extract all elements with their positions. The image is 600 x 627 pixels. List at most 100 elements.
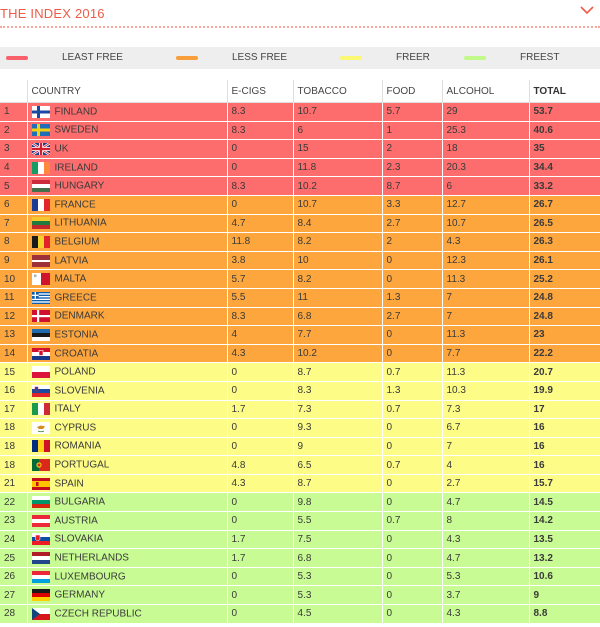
total-cell: 14.5 (529, 492, 600, 513)
country-cell: PORTUGAL (27, 455, 228, 475)
food-cell: 0 (382, 344, 443, 364)
ecigs-cell: 0 (227, 567, 294, 587)
table-body: 1 FINLAND 8.3 10.7 5.7 29 53.7 2 SWEDEN 8.3 6 1 25.3… (0, 102, 600, 624)
ecigs-cell: 1.7 (227, 530, 294, 550)
total-cell: 14.2 (529, 511, 600, 531)
country-name: ROMANIA (54, 440, 102, 452)
food-cell: 2.3 (382, 158, 443, 178)
table-row: 7 LITHUANIA 4.7 8.4 2.7 10.7 26.5 (0, 214, 600, 234)
alcohol-cell: 20.3 (442, 158, 530, 178)
ecigs-cell: 4 (227, 325, 294, 345)
country-cell: LITHUANIA (27, 214, 228, 234)
alcohol-cell: 11.3 (442, 325, 530, 345)
total-cell: 8.8 (529, 604, 600, 624)
rank-cell: 15 (0, 362, 28, 382)
table-row: 17 ITALY 1.7 7.3 0.7 7.3 17 (0, 400, 600, 420)
alcohol-column-header: ALCOHOL (442, 80, 530, 103)
ecigs-cell: 0 (227, 381, 294, 401)
food-cell: 1.3 (382, 381, 443, 401)
ecigs-cell: 5.5 (227, 288, 294, 308)
table-row: 10 MALTA 5.7 8.2 0 11.3 25.2 (0, 269, 600, 289)
food-cell: 1 (382, 121, 443, 141)
alcohol-cell: 7.7 (442, 344, 530, 364)
country-cell: HUNGARY (27, 176, 228, 196)
finland-flag-icon (31, 105, 50, 118)
country-name: AUSTRIA (54, 515, 98, 527)
legend-swatch (176, 56, 198, 60)
country-cell: SLOVENIA (27, 381, 228, 401)
country-name: SWEDEN (54, 124, 99, 136)
alcohol-cell: 3.7 (442, 585, 530, 606)
table-row: 15 POLAND 0 8.7 0.7 11.3 20.7 (0, 362, 600, 382)
rank-cell: 9 (0, 251, 28, 271)
tobacco-cell: 10 (293, 251, 383, 271)
table-row: 27 GERMANY 0 5.3 0 3.7 9 (0, 585, 600, 606)
rank-cell: 3 (0, 139, 28, 159)
food-cell: 3.3 (382, 195, 443, 215)
country-cell: BULGARIA (27, 492, 228, 513)
rank-cell: 13 (0, 325, 28, 345)
country-cell: SPAIN (27, 474, 228, 494)
food-cell: 2 (382, 232, 443, 252)
food-cell: 0 (382, 604, 443, 624)
country-name: CZECH REPUBLIC (54, 608, 142, 620)
country-name: CYPRUS (54, 422, 97, 434)
total-cell: 16 (529, 455, 600, 475)
alcohol-cell: 12.7 (442, 195, 530, 215)
tobacco-cell: 11 (293, 288, 383, 308)
table-row: 8 BELGIUM 11.8 8.2 2 4.3 26.3 (0, 232, 600, 252)
ecigs-cell: 0 (227, 418, 294, 438)
rank-cell: 18 (0, 455, 28, 475)
table-row: 16 SLOVENIA 0 8.3 1.3 10.3 19.9 (0, 381, 600, 401)
ecigs-column-header: E-CIGS (227, 80, 294, 103)
total-cell: 26.7 (529, 195, 600, 215)
rank-cell: 6 (0, 195, 28, 215)
slovenia-flag-icon (31, 384, 50, 397)
ecigs-cell: 3.8 (227, 251, 294, 271)
tobacco-cell: 6.8 (293, 307, 383, 327)
food-cell: 0 (382, 437, 443, 457)
country-name: SLOVAKIA (54, 533, 104, 545)
rank-cell: 17 (0, 400, 28, 420)
tobacco-cell: 10.2 (293, 344, 383, 364)
lithuania-flag-icon (31, 217, 50, 230)
ecigs-cell: 5.7 (227, 269, 294, 289)
ecigs-cell: 8.3 (227, 176, 294, 196)
ecigs-cell: 4.8 (227, 455, 294, 475)
tobacco-cell: 7.3 (293, 400, 383, 420)
country-name: LITHUANIA (54, 217, 107, 229)
country-name: LUXEMBOURG (54, 571, 126, 583)
country-name: PORTUGAL (54, 459, 110, 471)
food-cell: 0 (382, 325, 443, 345)
country-cell: MALTA (27, 269, 228, 289)
food-cell: 0 (382, 492, 443, 513)
table-row: 21 SPAIN 4.3 8.7 0 2.7 15.7 (0, 474, 600, 494)
country-name: SPAIN (54, 478, 84, 490)
table-row: 18 ROMANIA 0 9 0 7 16 (0, 437, 600, 457)
table-row: 25 NETHERLANDS 1.7 6.8 0 4.7 13.2 (0, 548, 600, 568)
country-name: BULGARIA (54, 496, 106, 508)
table-row: 12 DENMARK 8.3 6.8 2.7 7 24.8 (0, 307, 600, 327)
tobacco-cell: 10.7 (293, 195, 383, 215)
chevron-down-icon[interactable] (580, 4, 594, 16)
total-cell: 16 (529, 437, 600, 457)
food-cell: 0 (382, 474, 443, 494)
table-row: 5 HUNGARY 8.3 10.2 8.7 6 33.2 (0, 176, 600, 196)
tobacco-cell: 8.4 (293, 214, 383, 234)
tobacco-cell: 8.7 (293, 362, 383, 382)
ecigs-cell: 0 (227, 158, 294, 178)
food-cell: 0.7 (382, 511, 443, 531)
total-cell: 24.8 (529, 307, 600, 327)
table-header-row: COUNTRY E-CIGS TOBACCO FOOD ALCOHOL TOTA… (0, 80, 600, 103)
country-cell: IRELAND (27, 158, 228, 178)
alcohol-cell: 2.7 (442, 474, 530, 494)
tobacco-cell: 11.8 (293, 158, 383, 178)
tobacco-cell: 9.3 (293, 418, 383, 438)
alcohol-cell: 5.3 (442, 567, 530, 587)
alcohol-cell: 7.3 (442, 400, 530, 420)
tobacco-cell: 5.3 (293, 567, 383, 587)
czech-republic-flag-icon (31, 607, 50, 620)
uk-flag-icon (31, 142, 50, 155)
ecigs-cell: 8.3 (227, 102, 294, 122)
country-cell: UK (27, 139, 228, 159)
